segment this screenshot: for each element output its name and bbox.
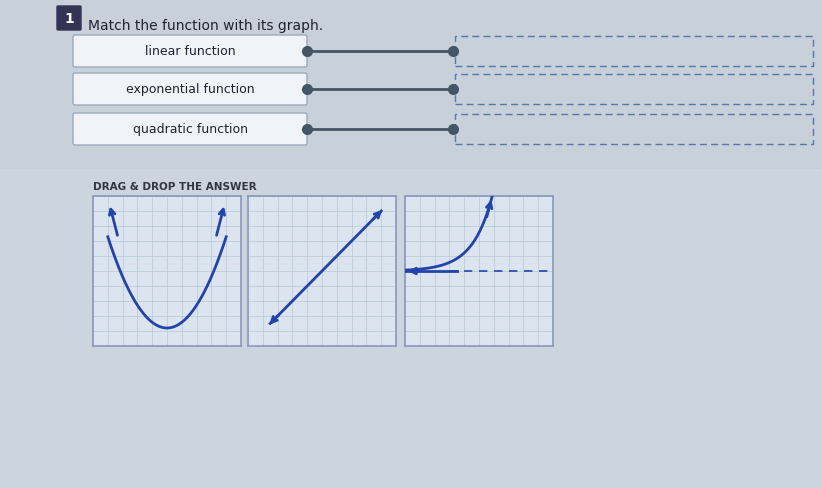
Text: exponential function: exponential function bbox=[126, 83, 254, 96]
Text: 1: 1 bbox=[64, 12, 74, 26]
Bar bbox=[0, 170, 822, 488]
Text: linear function: linear function bbox=[145, 45, 235, 59]
FancyBboxPatch shape bbox=[73, 74, 307, 106]
Text: Match the function with its graph.: Match the function with its graph. bbox=[88, 19, 323, 33]
FancyBboxPatch shape bbox=[57, 7, 81, 31]
FancyBboxPatch shape bbox=[73, 114, 307, 146]
FancyBboxPatch shape bbox=[73, 36, 307, 68]
Text: quadratic function: quadratic function bbox=[132, 123, 247, 136]
Text: DRAG & DROP THE ANSWER: DRAG & DROP THE ANSWER bbox=[93, 182, 256, 192]
